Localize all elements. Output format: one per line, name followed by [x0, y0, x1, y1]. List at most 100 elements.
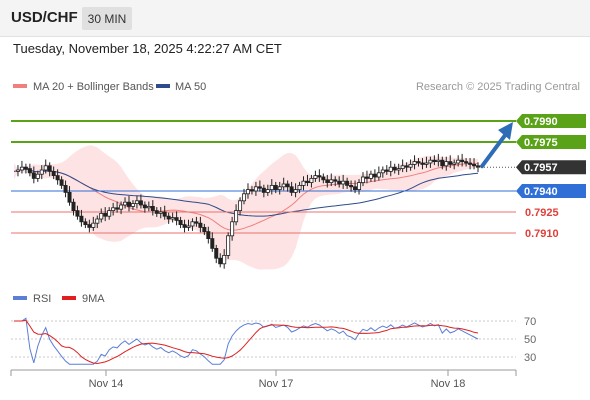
candle: [162, 205, 167, 220]
candle-body: [372, 173, 377, 178]
candle: [182, 219, 187, 233]
candle-body: [261, 187, 266, 193]
candle: [138, 194, 143, 209]
candle-body: [23, 166, 28, 169]
candle-body: [127, 201, 132, 207]
candle: [234, 204, 239, 226]
candle: [436, 153, 441, 167]
candle-body: [79, 215, 84, 223]
candle: [134, 195, 139, 209]
candle-body: [210, 238, 215, 249]
candle-body: [138, 200, 143, 206]
candle-body: [420, 162, 425, 165]
candle: [51, 166, 56, 180]
candle-body: [103, 212, 108, 217]
candle: [416, 158, 421, 167]
candle: [214, 244, 219, 264]
candle-body: [55, 175, 60, 181]
candle-body: [51, 170, 56, 176]
candle: [376, 166, 381, 181]
candle: [55, 169, 60, 185]
candle-body: [39, 169, 44, 175]
time-ticks: Nov 14 Nov 17 Nov 18: [89, 370, 466, 390]
candle-body: [428, 159, 433, 164]
candle: [321, 173, 326, 184]
candle-body: [186, 225, 191, 228]
candle-body: [380, 169, 385, 174]
candle: [261, 184, 266, 198]
candle: [142, 201, 147, 213]
candle-body: [468, 162, 473, 165]
candle: [79, 209, 84, 227]
candle-body: [277, 186, 282, 191]
candle: [305, 174, 310, 187]
level-tag-0.7990: [516, 114, 586, 128]
candle-body: [87, 224, 92, 228]
x-tick-label: Nov 18: [431, 378, 466, 390]
candle-body: [269, 184, 274, 190]
candle: [238, 197, 243, 216]
candle-body: [273, 184, 278, 190]
candle-body: [285, 183, 290, 188]
candle-body: [119, 204, 124, 210]
candle: [107, 207, 112, 220]
candle-body: [396, 168, 401, 171]
candle-body: [95, 218, 100, 224]
x-tick-label: Nov 17: [259, 378, 294, 390]
candle: [91, 216, 96, 231]
candle-body: [301, 180, 306, 186]
candle-body: [404, 165, 409, 168]
ma50-legend-swatch: [156, 84, 170, 88]
candle-body: [416, 161, 421, 164]
rsi-line: [14, 317, 479, 365]
ma20-legend-label: MA 20 + Bollinger Bands: [33, 81, 154, 93]
candle-body: [182, 224, 187, 228]
candle: [345, 177, 350, 189]
chart-header: USD/CHF 30 MIN: [0, 0, 590, 37]
candle: [202, 223, 207, 236]
candle: [408, 159, 413, 171]
candle: [329, 173, 334, 187]
candle-body: [464, 161, 469, 164]
candle-body: [376, 172, 381, 178]
candle: [71, 198, 76, 216]
candle: [452, 159, 457, 170]
level-label-0.7910: 0.7910: [525, 228, 559, 240]
candle: [269, 179, 274, 195]
candle-body: [440, 159, 445, 167]
candle-body: [146, 205, 151, 209]
candle: [87, 219, 92, 233]
candle-body: [202, 226, 207, 232]
candle: [27, 163, 32, 177]
candle: [388, 160, 393, 177]
candle: [400, 159, 405, 173]
candle: [111, 202, 116, 216]
candle-body: [123, 201, 128, 206]
arrow-shaft: [480, 132, 508, 169]
candle: [230, 216, 235, 241]
candle: [218, 253, 223, 268]
candle-body: [289, 186, 294, 193]
candle: [468, 158, 473, 170]
candle-body: [337, 180, 342, 185]
candle-body: [142, 204, 147, 209]
candle-body: [234, 210, 239, 223]
candle: [206, 226, 211, 244]
candle-body: [257, 186, 262, 189]
current-price-tag: [516, 160, 586, 175]
candle-body: [281, 183, 286, 188]
chart-datetime: Tuesday, November 18, 2025 4:22:27 AM CE…: [13, 41, 282, 56]
candle: [190, 218, 195, 231]
candle-body: [432, 159, 437, 162]
candle-body: [384, 169, 389, 172]
candle-body: [392, 166, 397, 171]
candle-body: [305, 180, 310, 183]
candle: [364, 170, 369, 184]
candle-body: [456, 159, 461, 164]
candle-body: [349, 184, 354, 188]
candle-body: [412, 161, 417, 165]
candle: [317, 169, 322, 182]
timeframe-button[interactable]: 30 MIN: [82, 7, 132, 30]
level-label-0.7990: 0.7990: [524, 116, 558, 128]
candle-body: [249, 189, 254, 192]
